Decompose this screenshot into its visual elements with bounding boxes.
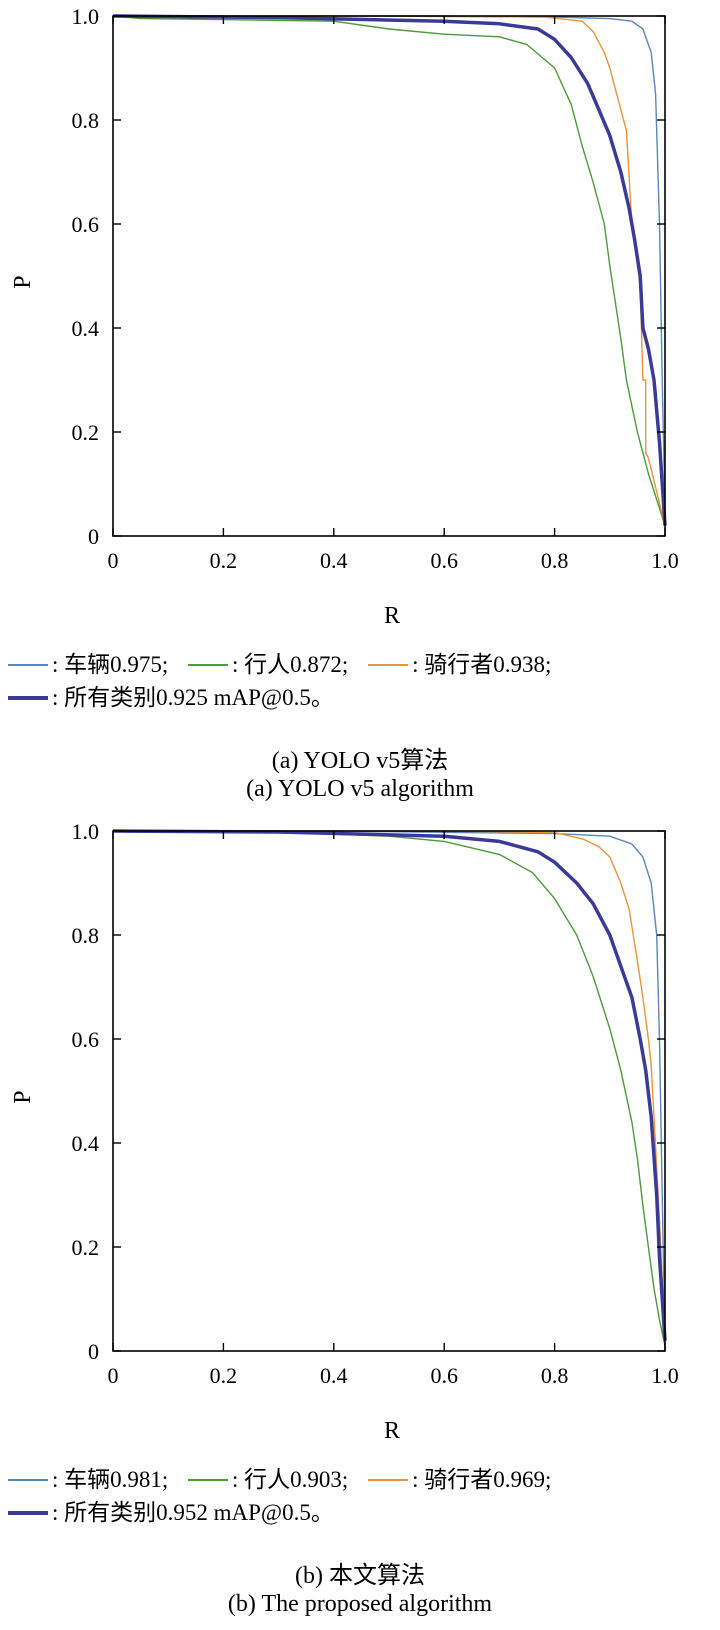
- pr-chart-a: P R 0 0.2 0.4 0.6 0.8 1.0 0 0.2 0.4 0.6 0.8 1.0: [10, 4, 679, 629]
- series-line-pedestrian: [112, 15, 666, 526]
- y-tick-label: 1.0: [72, 819, 100, 844]
- legend-swatch-all: [8, 695, 48, 700]
- legend-item-pedestrian: : 行人0.903;: [188, 1463, 348, 1496]
- legend-item-all: : 所有类别0.952 mAP@0.5。: [8, 1496, 334, 1529]
- x-tick-label: 0: [108, 548, 119, 573]
- caption-en-b: (b) The proposed algorithm: [227, 1591, 493, 1617]
- legend-label-rider: : 骑行者0.969;: [412, 1467, 552, 1492]
- chart-panel-a: P R 0 0.2 0.4 0.6 0.8 1.0 0 0.2 0.4 0.6 0.8 1.0 : 车…: [8, 4, 720, 802]
- x-tick-label: 0.8: [541, 548, 569, 573]
- series-line-all: [112, 829, 667, 1341]
- x-tick-label: 0.2: [210, 548, 238, 573]
- y-tick-label: 0: [88, 524, 99, 549]
- legend-swatch-all: [8, 1510, 48, 1515]
- legend-label-pedestrian: : 行人0.903;: [232, 1467, 349, 1492]
- x-tick-label: 0.6: [430, 1363, 458, 1388]
- y-tick-label: 0.2: [72, 1235, 100, 1260]
- x-tick-label: 0.4: [320, 1363, 348, 1388]
- chart-panel-b: P R 0 0.2 0.4 0.6 0.8 1.0 0 0.2 0.4 0.6 0.8 1.0 : 车…: [0, 815, 720, 1630]
- legend-label-all: : 所有类别0.952 mAP@0.5。: [52, 1500, 334, 1525]
- legend-label-pedestrian: : 行人0.872;: [232, 652, 349, 677]
- legend-item-car: : 车辆0.981;: [8, 1463, 168, 1496]
- y-tick-label: 0.6: [72, 212, 100, 237]
- legend-b: : 车辆0.981; : 行人0.903; : 骑行者0.969; : 所有类别…: [8, 1463, 720, 1529]
- x-axis-label: R: [384, 1418, 400, 1444]
- caption-en-a: (a) YOLO v5 algorithm: [246, 776, 474, 802]
- series-line-all: [112, 14, 667, 526]
- legend-item-rider: : 骑行者0.969;: [368, 1463, 551, 1496]
- y-tick-label: 1.0: [72, 4, 100, 29]
- legend-item-rider: : 骑行者0.938;: [368, 648, 551, 681]
- legend-swatch-car: [8, 1478, 48, 1481]
- plot-frame: [112, 15, 666, 537]
- series-line-rider: [113, 830, 666, 1341]
- legend-swatch-rider: [368, 663, 409, 666]
- legend-label-all: : 所有类别0.925 mAP@0.5。: [52, 685, 334, 710]
- x-tick-label: 1.0: [651, 1363, 679, 1388]
- legend-a: : 车辆0.975; : 行人0.872; : 骑行者0.938; : 所有类别…: [8, 648, 720, 714]
- y-tick-label: 0.8: [72, 923, 100, 948]
- legend-item-car: : 车辆0.975;: [8, 648, 168, 681]
- series-line-pedestrian: [112, 830, 666, 1346]
- legend-item-pedestrian: : 行人0.872;: [188, 648, 348, 681]
- y-tick-label: 0.4: [72, 1131, 100, 1156]
- x-tick-label: 0.2: [210, 1363, 238, 1388]
- y-tick-label: 0.6: [72, 1027, 100, 1052]
- y-tick-label: 0.8: [72, 108, 100, 133]
- x-tick-label: 0.8: [541, 1363, 569, 1388]
- x-tick-label: 1.0: [651, 548, 679, 573]
- y-tick-label: 0.4: [72, 316, 100, 341]
- legend-swatch-pedestrian: [188, 1478, 229, 1481]
- series-line-car: [113, 15, 666, 511]
- plot-frame: [112, 830, 666, 1352]
- x-tick-label: 0.4: [320, 548, 348, 573]
- y-tick-label: 0.2: [72, 420, 100, 445]
- legend-item-all: : 所有类别0.925 mAP@0.5。: [8, 681, 334, 714]
- y-tick-label: 0: [88, 1339, 99, 1364]
- series-line-car: [113, 830, 666, 1341]
- x-axis-label: R: [384, 603, 400, 629]
- legend-label-rider: : 骑行者0.938;: [412, 652, 552, 677]
- y-axis-label: P: [10, 275, 36, 288]
- x-tick-label: 0: [108, 1363, 119, 1388]
- legend-label-car: : 车辆0.981;: [52, 1467, 169, 1492]
- legend-swatch-rider: [368, 1478, 409, 1481]
- caption-cn-b: (b) 本文算法: [295, 1563, 425, 1589]
- y-axis-label: P: [10, 1090, 36, 1103]
- pr-chart-b: P R 0 0.2 0.4 0.6 0.8 1.0 0 0.2 0.4 0.6 0.8 1.0: [10, 819, 679, 1444]
- legend-swatch-pedestrian: [188, 663, 229, 666]
- legend-swatch-car: [8, 663, 48, 666]
- legend-label-car: : 车辆0.975;: [52, 652, 169, 677]
- series-line-rider: [113, 15, 666, 526]
- x-tick-label: 0.6: [430, 548, 458, 573]
- caption-cn-a: (a) YOLO v5算法: [271, 748, 449, 774]
